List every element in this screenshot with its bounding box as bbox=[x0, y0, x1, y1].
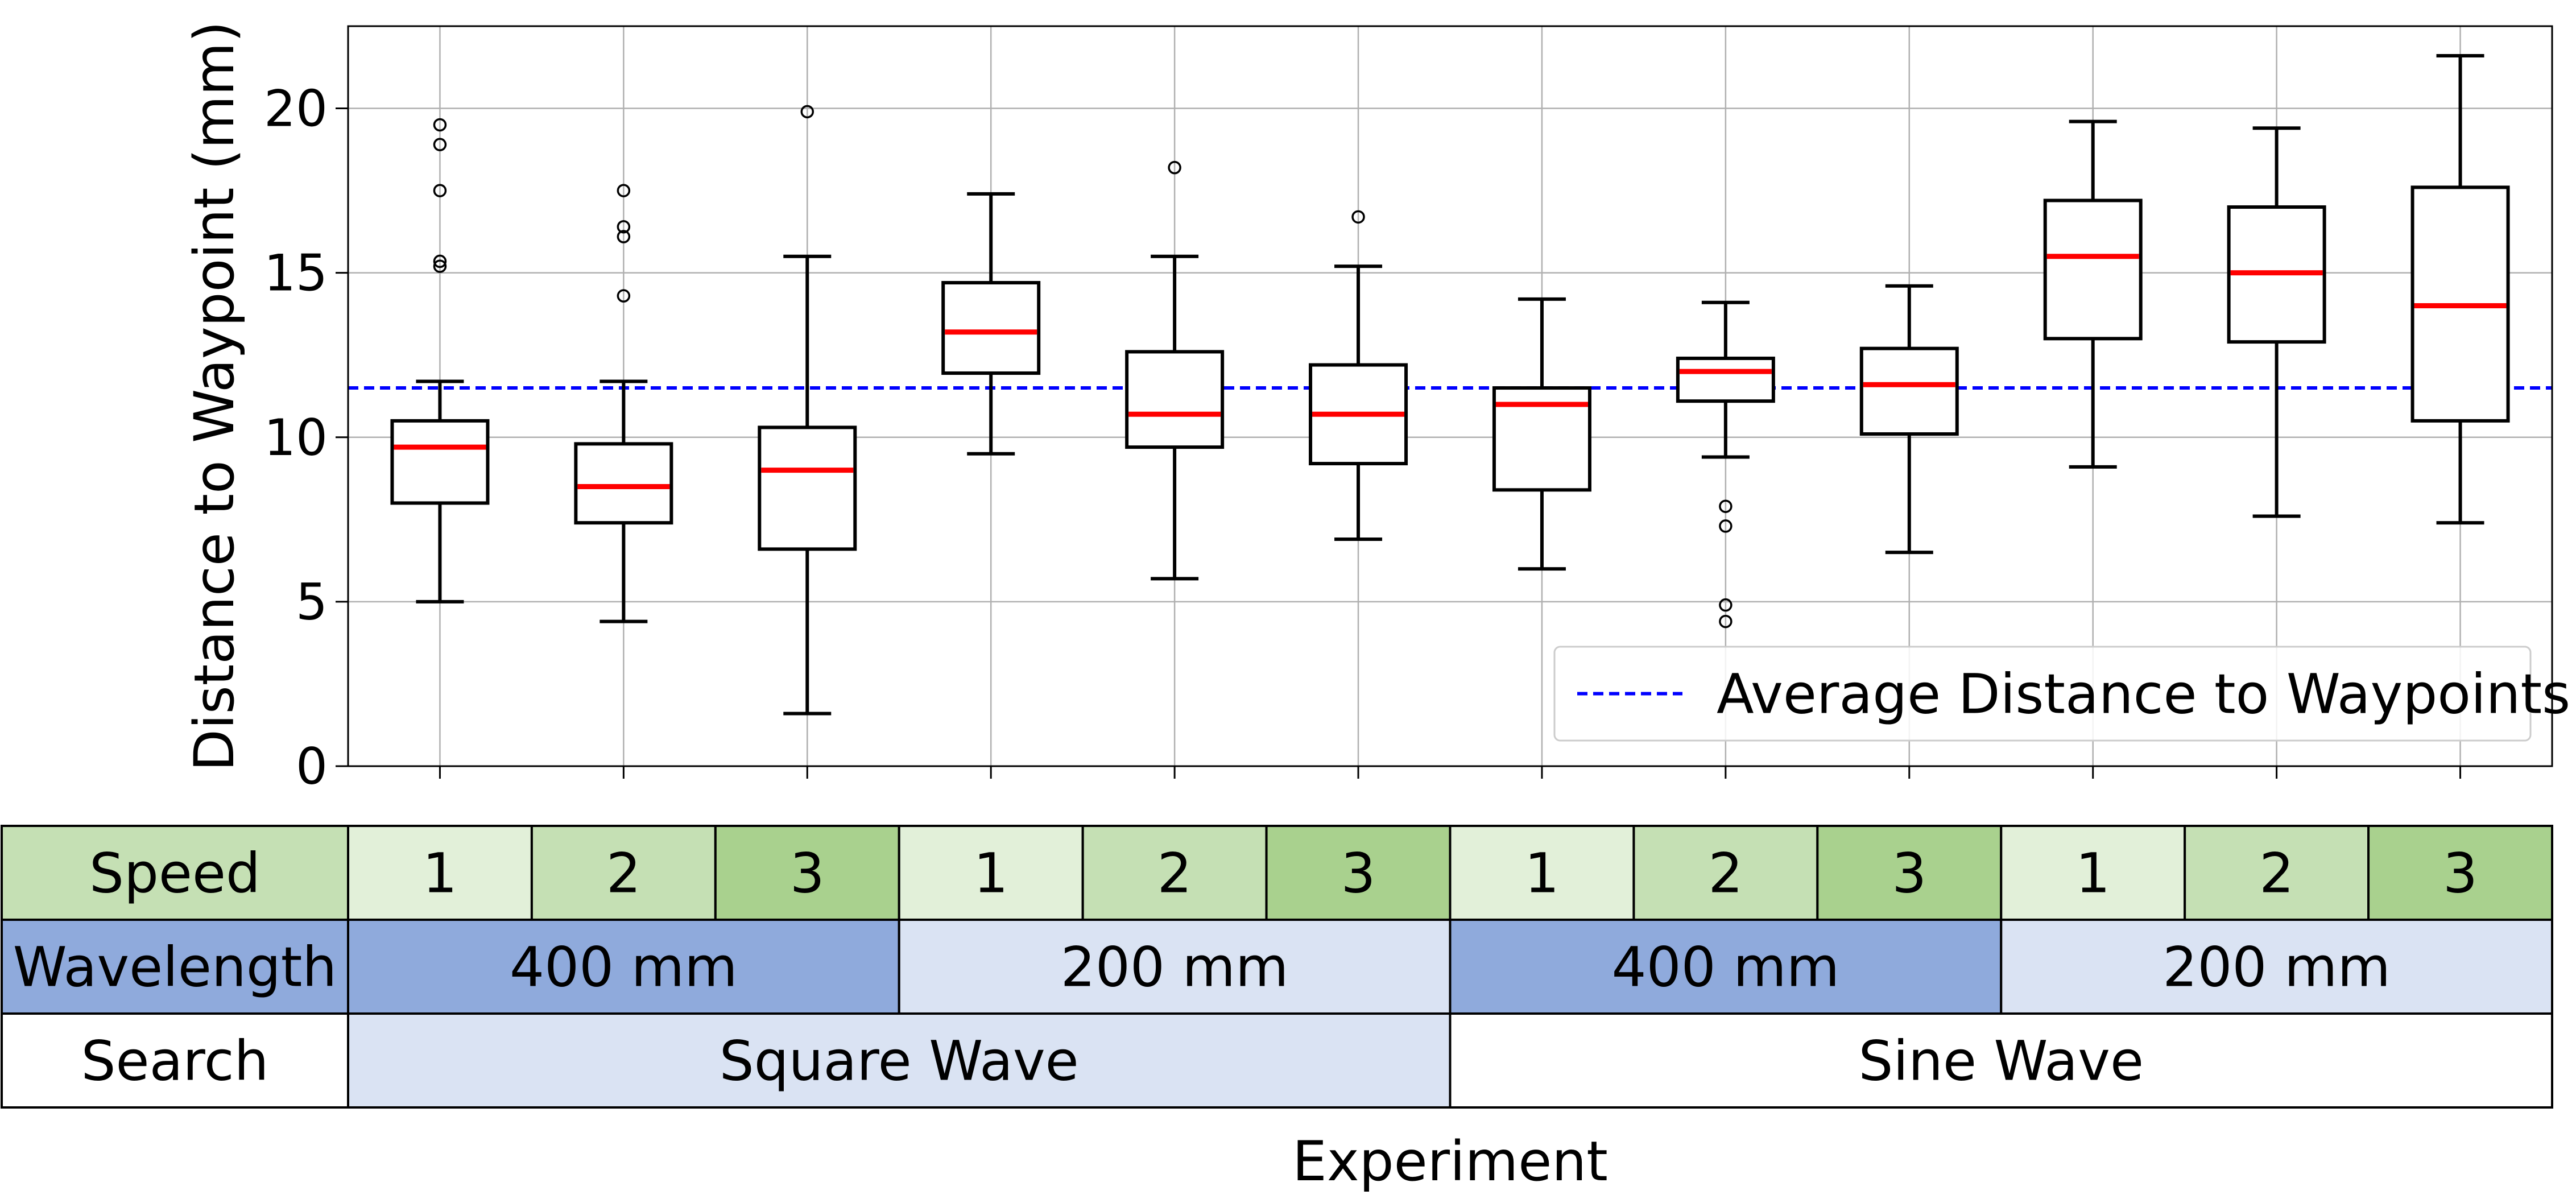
outlier-point bbox=[433, 138, 447, 151]
y-tick-label: 20 bbox=[264, 80, 328, 138]
outlier-point bbox=[617, 230, 631, 243]
table-cell-label: 3 bbox=[1341, 842, 1376, 906]
legend-label: Average Distance to Waypoints bbox=[1717, 663, 2570, 726]
outlier-point bbox=[1168, 160, 1181, 175]
outlier-point bbox=[433, 184, 447, 197]
table-cell bbox=[1632, 825, 1819, 921]
table-cell-label: 1 bbox=[974, 842, 1008, 906]
table-cell bbox=[2000, 825, 2186, 921]
row-header-label: Wavelength bbox=[13, 936, 337, 999]
table-row-speed: Speed 1 2 3 1 2 3 1 2 3 1 2 3 bbox=[1, 825, 2554, 921]
iqr-box bbox=[574, 442, 673, 525]
table-cell-label: 400 mm bbox=[510, 936, 738, 999]
box-10 bbox=[2043, 119, 2143, 469]
box-4 bbox=[941, 192, 1041, 456]
boxes-layer bbox=[390, 54, 2510, 716]
row-header-label: Search bbox=[81, 1030, 269, 1093]
table-cell bbox=[1449, 1012, 2553, 1109]
table-cell-label: 200 mm bbox=[1061, 936, 1289, 999]
table-cell-label: Sine Wave bbox=[1858, 1030, 2144, 1093]
table-cell-label: 400 mm bbox=[1611, 936, 1839, 999]
outlier-point bbox=[1719, 519, 1733, 533]
table-cell bbox=[2184, 825, 2370, 921]
row-header-cell bbox=[1, 1012, 349, 1109]
table-cell-label: 200 mm bbox=[2162, 936, 2391, 999]
table-cell bbox=[2000, 919, 2553, 1015]
y-tick-label: 5 bbox=[296, 573, 328, 631]
outlier-point bbox=[617, 220, 631, 234]
iqr-box bbox=[390, 419, 490, 505]
outlier-point bbox=[433, 118, 447, 132]
table-cell-label: 3 bbox=[790, 842, 825, 906]
table-cell-label: 2 bbox=[1157, 842, 1192, 906]
row-header-label: Speed bbox=[89, 842, 261, 906]
outlier-point bbox=[1719, 598, 1733, 612]
y-axis-label: Distance to Waypoint (mm) bbox=[183, 21, 246, 771]
y-tick-label: 15 bbox=[264, 244, 328, 303]
box-9 bbox=[1859, 284, 1959, 555]
experiment-table: Speed 1 2 3 1 2 3 1 2 3 1 2 3 Wavelength 400 mm 200 mm 4… bbox=[1, 825, 2554, 1109]
outlier-point bbox=[617, 184, 631, 197]
y-axis: 0 5 10 15 20 bbox=[264, 80, 2462, 796]
box-11 bbox=[2227, 126, 2326, 518]
outlier-point bbox=[1719, 614, 1733, 629]
table-cell bbox=[1449, 825, 1635, 921]
iqr-box bbox=[2043, 199, 2143, 341]
plot-frame bbox=[347, 25, 2553, 767]
box-3 bbox=[758, 105, 857, 716]
table-cell-label: Square Wave bbox=[720, 1030, 1079, 1093]
table-row-wavelength: Wavelength 400 mm 200 mm 400 mm 200 mm bbox=[1, 919, 2553, 1015]
iqr-box bbox=[941, 281, 1041, 375]
table-cell bbox=[347, 919, 900, 1015]
box-5 bbox=[1125, 160, 1225, 581]
outlier-point bbox=[433, 254, 447, 268]
row-header-cell bbox=[1, 919, 349, 1015]
outlier-point bbox=[433, 259, 447, 273]
y-tick-label: 0 bbox=[296, 737, 328, 796]
table-cell bbox=[1449, 919, 2003, 1015]
box-7 bbox=[1492, 297, 1591, 571]
table-row-search: Search Square Wave Sine Wave bbox=[1, 1012, 2553, 1109]
outlier-point bbox=[617, 289, 631, 303]
x-axis-label: Experiment bbox=[1292, 1130, 1608, 1193]
box-12 bbox=[2410, 54, 2510, 525]
table-cell-label: 1 bbox=[2075, 842, 2110, 906]
table-cell-label: 3 bbox=[2443, 842, 2478, 906]
legend-box bbox=[1553, 646, 2532, 742]
outlier-point bbox=[800, 105, 814, 119]
table-cell-label: 2 bbox=[1708, 842, 1743, 906]
iqr-box bbox=[1676, 357, 1775, 403]
table-cell-label: 3 bbox=[1892, 842, 1926, 906]
table-cell-label: 1 bbox=[423, 842, 457, 906]
box-8 bbox=[1676, 300, 1775, 629]
box-1 bbox=[390, 118, 490, 603]
box-6 bbox=[1309, 210, 1408, 541]
y-tick-label: 10 bbox=[264, 408, 328, 467]
table-cell-label: 2 bbox=[2259, 842, 2294, 906]
table-cell bbox=[1265, 825, 1452, 921]
iqr-box bbox=[758, 425, 857, 551]
outlier-point bbox=[1719, 499, 1733, 513]
table-cell-label: 2 bbox=[606, 842, 641, 906]
iqr-box bbox=[1125, 350, 1225, 449]
box-2 bbox=[574, 184, 673, 623]
iqr-box bbox=[1859, 346, 1959, 436]
table-cell bbox=[898, 919, 1452, 1015]
legend: Average Distance to Waypoints bbox=[1553, 646, 2570, 742]
outlier-point bbox=[1351, 210, 1365, 224]
table-cell-label: 1 bbox=[1524, 842, 1559, 906]
table-cell bbox=[714, 825, 900, 921]
